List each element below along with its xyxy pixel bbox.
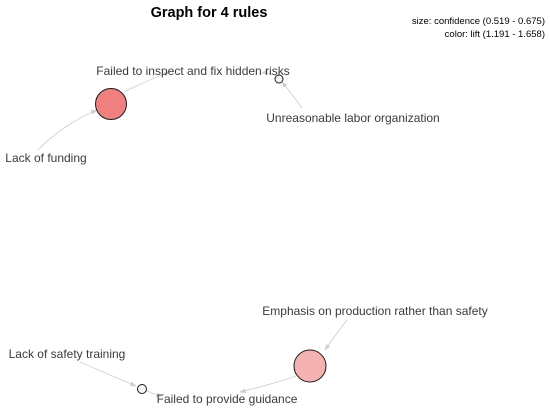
legend-size: size: confidence (0.519 - 0.675) (412, 16, 545, 27)
item-label-failed-inspect: Failed to inspect and fix hidden risks (96, 64, 289, 78)
edge-unreasonable-labor-to-rule2 (281, 81, 303, 109)
edge-rule2-to-failed-inspect (261, 69, 277, 77)
rule-node-4 (137, 384, 147, 394)
edge-rule4-to-failed-guidance (146, 390, 163, 398)
edge-rule3-to-failed-guidance (239, 375, 297, 394)
graph-title: Graph for 4 rules (151, 5, 268, 21)
item-label-lack-funding: Lack of funding (5, 151, 86, 165)
edge-lack-funding-to-rule1 (37, 109, 98, 151)
item-label-unreasonable-labor: Unreasonable labor organization (266, 111, 439, 125)
legend-color: color: lift (1.191 - 1.658) (445, 29, 545, 40)
rule-node-1 (95, 88, 127, 120)
rule-node-2 (274, 74, 284, 84)
rule-node-3 (293, 349, 327, 383)
item-label-lack-training: Lack of safety training (9, 347, 126, 361)
item-label-failed-guidance: Failed to provide guidance (157, 392, 298, 406)
edge-rule1-to-failed-inspect (123, 71, 171, 93)
edge-emphasis-production-to-rule3 (324, 319, 348, 351)
item-label-emphasis-production: Emphasis on production rather than safet… (262, 304, 487, 318)
edge-lack-training-to-rule4 (79, 361, 137, 387)
